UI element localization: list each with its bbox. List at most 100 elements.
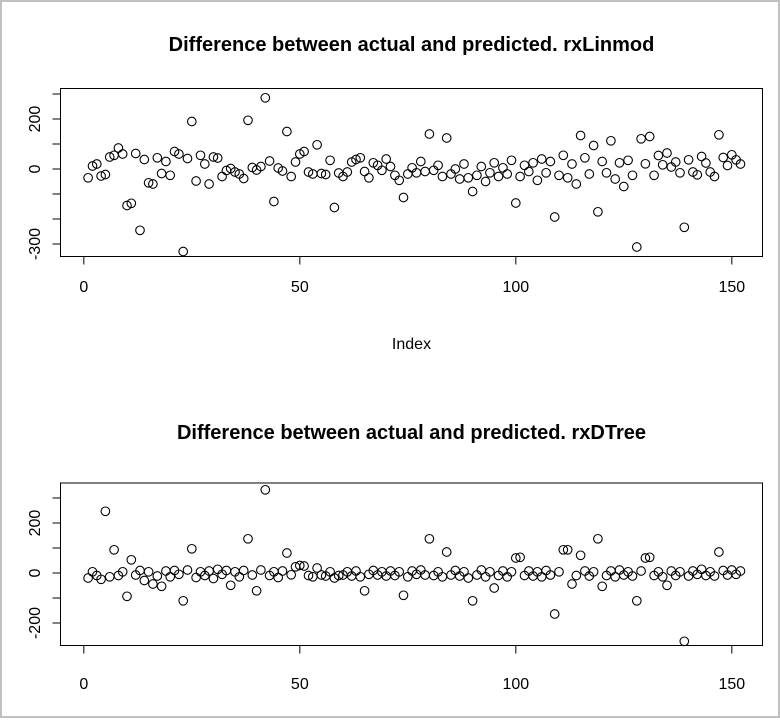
- data-point: [143, 177, 154, 188]
- data-point: [567, 159, 577, 169]
- data-point: [571, 570, 582, 581]
- data-point: [593, 533, 603, 544]
- data-point: [709, 571, 720, 581]
- data-point: [91, 159, 102, 169]
- data-point: [644, 131, 655, 142]
- data-point: [441, 547, 452, 557]
- data-point: [692, 169, 703, 180]
- data-point: [398, 192, 409, 203]
- data-point: [342, 167, 353, 177]
- data-point: [165, 170, 176, 181]
- data-point: [117, 149, 128, 159]
- data-point: [96, 171, 106, 181]
- data-point: [735, 159, 746, 169]
- data-point: [130, 148, 141, 159]
- data-point: [536, 154, 547, 164]
- data-point: [437, 171, 448, 182]
- data-point: [433, 160, 443, 171]
- data-point: [472, 170, 482, 181]
- data-point: [541, 167, 551, 178]
- data-point: [489, 583, 500, 593]
- data-point: [256, 161, 266, 172]
- data-point: [679, 636, 690, 647]
- data-point: [83, 172, 93, 183]
- y-tick-label: 200: [27, 510, 44, 537]
- data-point: [670, 157, 681, 167]
- data-point: [636, 566, 646, 576]
- data-point: [575, 130, 586, 141]
- chart-title: Difference between actual and predicted.…: [177, 422, 646, 444]
- data-point: [644, 552, 655, 563]
- data-point: [96, 574, 106, 585]
- data-point: [523, 166, 534, 177]
- data-point: [100, 506, 111, 517]
- data-point: [186, 116, 197, 127]
- data-point: [208, 573, 219, 584]
- data-point: [364, 172, 374, 183]
- data-point: [303, 570, 314, 581]
- data-point: [485, 566, 495, 577]
- data-point: [139, 575, 150, 586]
- data-point: [312, 139, 322, 150]
- data-point: [333, 570, 344, 581]
- data-point: [204, 179, 214, 189]
- data-point: [87, 161, 98, 171]
- data-point: [623, 155, 633, 166]
- data-point: [161, 156, 171, 167]
- data-point: [152, 152, 163, 163]
- data-point: [714, 129, 724, 140]
- data-point: [355, 152, 366, 163]
- data-point: [606, 135, 616, 146]
- data-point: [117, 566, 128, 577]
- data-point: [156, 581, 167, 592]
- data-point: [631, 595, 642, 606]
- data-point: [178, 595, 189, 606]
- data-point: [636, 133, 646, 144]
- data-point: [597, 156, 608, 167]
- data-point: [251, 585, 262, 596]
- data-point: [191, 176, 201, 186]
- data-point: [549, 609, 560, 619]
- data-point: [230, 167, 240, 177]
- data-point: [316, 168, 327, 179]
- data-point: [126, 554, 137, 565]
- data-point: [714, 547, 724, 557]
- data-point: [359, 585, 370, 596]
- data-point: [493, 171, 504, 182]
- data-point: [467, 595, 478, 606]
- data-point: [662, 580, 672, 591]
- data-point: [476, 161, 487, 172]
- data-point: [225, 580, 236, 591]
- data-point: [510, 553, 521, 563]
- data-point: [277, 566, 288, 576]
- data-point: [657, 571, 668, 582]
- x-axis-title: Index: [392, 336, 431, 353]
- data-point: [139, 154, 150, 165]
- data-point: [549, 212, 560, 222]
- data-point: [562, 544, 573, 555]
- data-point: [294, 560, 305, 571]
- data-point: [701, 158, 711, 168]
- data-point: [506, 155, 517, 166]
- x-tick-label: 50: [291, 279, 309, 296]
- data-point: [459, 159, 469, 169]
- data-point: [588, 566, 599, 577]
- data-point: [554, 566, 564, 577]
- data-point: [597, 581, 608, 592]
- data-point: [485, 167, 495, 178]
- data-point: [558, 544, 569, 555]
- data-point: [683, 154, 694, 165]
- data-point: [174, 569, 184, 580]
- data-point: [320, 169, 331, 180]
- data-point: [178, 246, 189, 257]
- data-point: [351, 154, 361, 165]
- data-point: [286, 569, 297, 580]
- data-point: [316, 570, 327, 580]
- x-tick-label: 0: [79, 279, 88, 296]
- data-point: [286, 171, 297, 182]
- data-point: [640, 553, 651, 563]
- data-point: [195, 150, 206, 161]
- data-point: [679, 222, 690, 233]
